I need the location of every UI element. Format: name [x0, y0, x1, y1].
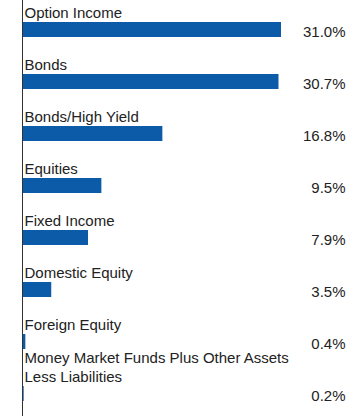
svg-text:Fixed Income: Fixed Income [25, 212, 115, 229]
svg-text:31.0%: 31.0% [303, 23, 346, 40]
svg-text:Bonds/High Yield: Bonds/High Yield [25, 108, 139, 125]
svg-text:0.2%: 0.2% [311, 387, 345, 404]
svg-text:7.9%: 7.9% [311, 231, 345, 248]
svg-text:3.5%: 3.5% [311, 283, 345, 300]
svg-text:0.4%: 0.4% [311, 335, 345, 352]
svg-text:Foreign Equity: Foreign Equity [25, 316, 122, 333]
svg-text:16.8%: 16.8% [303, 127, 346, 144]
svg-text:Domestic Equity: Domestic Equity [25, 264, 134, 281]
svg-text:Money Market Funds Plus Other: Money Market Funds Plus Other AssetsLess… [25, 349, 289, 385]
svg-text:Bonds: Bonds [25, 56, 68, 73]
svg-text:9.5%: 9.5% [311, 179, 345, 196]
svg-text:30.7%: 30.7% [303, 75, 346, 92]
svg-text:Equities: Equities [25, 160, 78, 177]
svg-text:Option Income: Option Income [25, 4, 123, 21]
